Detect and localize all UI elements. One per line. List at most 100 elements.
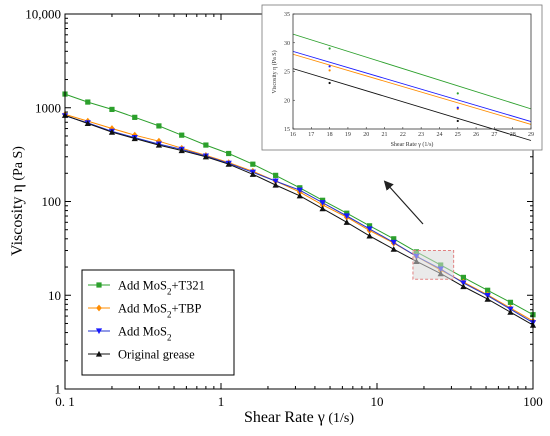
data-point bbox=[343, 219, 350, 225]
inset-series-3 bbox=[292, 68, 532, 141]
legend-item: Original grease bbox=[88, 348, 195, 362]
inset-background bbox=[261, 4, 543, 151]
data-point bbox=[225, 161, 232, 167]
inset-x-tick-label: 29 bbox=[528, 132, 534, 138]
inset-series-line bbox=[292, 50, 532, 122]
data-point bbox=[344, 210, 350, 216]
inset-series-0 bbox=[292, 33, 532, 110]
x-tick-label: 1 bbox=[218, 394, 225, 409]
data-point bbox=[391, 236, 397, 242]
x-tick-label: 10 bbox=[371, 394, 384, 409]
inset-x-tick-label: 24 bbox=[436, 132, 442, 138]
legend-label: Add MoS2+TBP bbox=[118, 302, 201, 320]
y-tick-label: 1 bbox=[55, 382, 62, 397]
inset-x-tick-label: 22 bbox=[400, 132, 406, 138]
inset-x-tick-label: 25 bbox=[455, 132, 461, 138]
legend-label: Original grease bbox=[118, 348, 195, 362]
data-point bbox=[366, 232, 373, 239]
x-axis-title: Shear Rate γ (1/s) bbox=[244, 409, 354, 426]
data-point bbox=[156, 123, 162, 129]
inset-data-point bbox=[456, 119, 459, 123]
data-point bbox=[249, 171, 256, 177]
x-tick-label: 100 bbox=[523, 394, 543, 409]
data-point bbox=[390, 239, 397, 246]
inset-x-tick-label: 23 bbox=[418, 132, 424, 138]
inset-data-point bbox=[328, 47, 331, 50]
inset-x-tick-label: 27 bbox=[491, 132, 497, 138]
y-tick-label: 1000 bbox=[35, 100, 61, 115]
data-point bbox=[108, 128, 116, 135]
inset-x-axis-title: Shear Rate γ (1/s) bbox=[391, 141, 434, 148]
data-point bbox=[272, 181, 279, 188]
inset-y-tick-label: 25 bbox=[284, 70, 290, 76]
inset-x-tick-label: 20 bbox=[363, 132, 369, 138]
inset-series-2 bbox=[292, 50, 532, 122]
data-point bbox=[155, 141, 163, 148]
y-tick-label: 10,000 bbox=[25, 7, 61, 22]
x-tick-label: 0. 1 bbox=[55, 394, 75, 409]
inset-data-point bbox=[328, 69, 331, 72]
data-point bbox=[484, 293, 491, 299]
data-point bbox=[366, 223, 373, 229]
legend-box bbox=[81, 269, 235, 376]
legend: Add MoS2+T321 Add MoS2+TBP Add MoS2 Origina… bbox=[81, 269, 235, 376]
y-tick-label: 100 bbox=[42, 194, 62, 209]
zoom-region-box bbox=[412, 250, 455, 280]
legend-swatch-marker bbox=[96, 282, 102, 288]
data-point bbox=[343, 213, 350, 220]
legend-item: Add MoS2+T321 bbox=[88, 279, 205, 297]
inset-plot-frame bbox=[292, 13, 532, 130]
data-point bbox=[179, 132, 185, 138]
inset-data-point bbox=[456, 106, 459, 109]
inset-y-tick-label: 15 bbox=[284, 127, 290, 133]
inset-data-point bbox=[328, 65, 331, 68]
data-point bbox=[484, 295, 491, 302]
legend-swatch-marker bbox=[96, 304, 102, 312]
data-point bbox=[366, 226, 373, 233]
legend-swatch-marker bbox=[95, 350, 103, 357]
data-point bbox=[485, 287, 491, 293]
data-point bbox=[84, 120, 91, 127]
legend-item: Add MoS2 bbox=[88, 325, 171, 343]
data-point bbox=[203, 142, 209, 148]
data-point bbox=[178, 147, 185, 154]
legend-label: Add MoS2+T321 bbox=[118, 279, 205, 297]
inset-y-axis-title: Viscosity η (Pa S) bbox=[271, 50, 278, 93]
inset-y-tick-label: 35 bbox=[284, 12, 290, 18]
data-point bbox=[460, 274, 467, 281]
legend-label: Add MoS2 bbox=[118, 325, 171, 343]
inset-series-line bbox=[292, 68, 532, 141]
data-point bbox=[390, 246, 397, 252]
inset-x-tick-label: 21 bbox=[382, 132, 388, 138]
inset-x-tick-label: 26 bbox=[473, 132, 479, 138]
zoom-arrow bbox=[383, 180, 424, 225]
data-point bbox=[273, 172, 279, 178]
inset-data-point bbox=[456, 92, 459, 95]
data-point bbox=[507, 309, 514, 315]
data-point bbox=[131, 135, 138, 142]
y-tick-label: 10 bbox=[48, 288, 61, 303]
data-point bbox=[319, 200, 326, 206]
data-point bbox=[507, 299, 514, 305]
inset-x-tick-label: 17 bbox=[308, 132, 314, 138]
inset-x-tick-label: 19 bbox=[345, 132, 351, 138]
inset-series-1 bbox=[292, 53, 532, 125]
data-point bbox=[460, 280, 467, 287]
legend-swatch-marker bbox=[95, 328, 103, 335]
inset-y-tick-label: 30 bbox=[284, 41, 290, 47]
data-point bbox=[226, 150, 232, 157]
data-point bbox=[132, 114, 138, 120]
inset-series-line bbox=[292, 33, 532, 110]
data-point bbox=[296, 187, 303, 194]
inset-data-point bbox=[328, 81, 331, 85]
inset-chart: 16171819202122232425262728291520253035 S… bbox=[261, 4, 543, 151]
inset-x-tick-label: 18 bbox=[327, 132, 333, 138]
data-point bbox=[202, 153, 210, 160]
data-point bbox=[109, 106, 115, 113]
inset-y-tick-label: 20 bbox=[284, 98, 290, 104]
inset-series-line bbox=[292, 53, 532, 125]
data-point bbox=[250, 161, 256, 167]
legend-item: Add MoS2+TBP bbox=[88, 302, 201, 320]
y-axis-title: Viscosity η (Pa S) bbox=[9, 146, 26, 256]
